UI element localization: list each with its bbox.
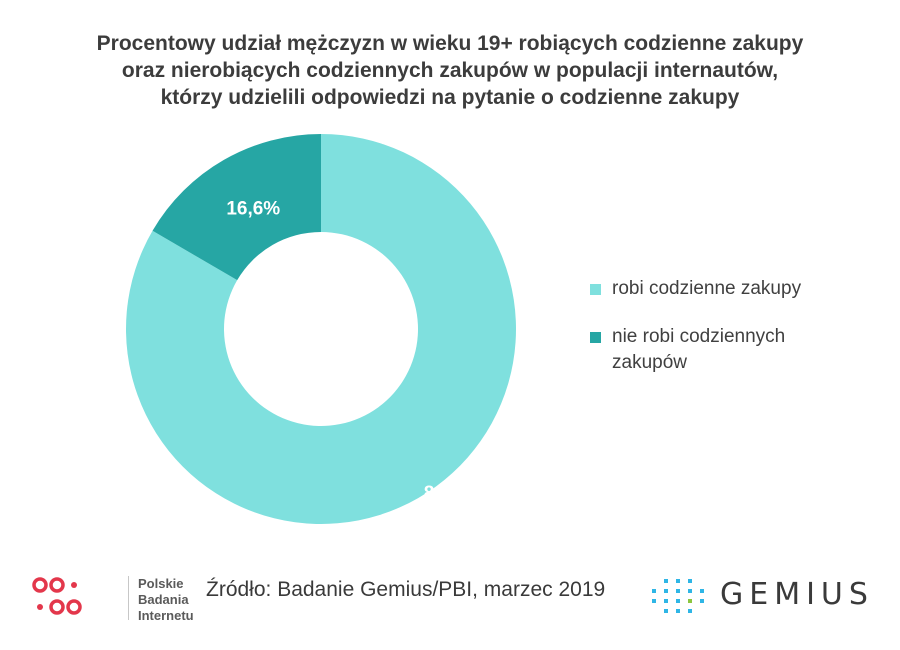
pbi-logo-line-2: Badania bbox=[138, 592, 189, 607]
chart-title: Procentowy udział mężczyzn w wieku 19+ r… bbox=[30, 30, 870, 111]
pbi-logo-line-3: Internetu bbox=[138, 608, 194, 623]
gemius-logo: GEMIUS bbox=[650, 575, 885, 615]
chart-title-line-1: Procentowy udział mężczyzn w wieku 19+ r… bbox=[96, 32, 804, 55]
legend-item-nie-robi: nie robi codziennych zakupów bbox=[590, 324, 850, 376]
gemius-logo-text: GEMIUS bbox=[720, 577, 874, 612]
source-note: Źródło: Badanie Gemius/PBI, marzec 2019 bbox=[206, 578, 606, 601]
donut-slice-nie-robi bbox=[152, 134, 321, 281]
legend-label-robi: robi codzienne zakupy bbox=[612, 278, 802, 299]
data-label-nie-robi: 16,6% bbox=[226, 198, 280, 219]
gemius-dots-icon bbox=[652, 579, 704, 613]
chart-legend: robi codzienne zakupy nie robi codzienny… bbox=[590, 276, 850, 398]
pbi-logo: Polskie Badania Internetu bbox=[30, 574, 194, 624]
pbi-logo-text: Polskie Badania Internetu bbox=[138, 576, 194, 624]
legend-item-robi: robi codzienne zakupy bbox=[590, 276, 850, 302]
pbi-dots-icon bbox=[32, 577, 82, 615]
pbi-divider bbox=[128, 576, 129, 620]
legend-swatch-nie-robi bbox=[590, 332, 601, 343]
data-label-robi: 83,4% bbox=[424, 483, 478, 504]
pbi-logo-line-1: Polskie bbox=[138, 576, 184, 591]
chart-title-line-3: którzy udzielili odpowiedzi na pytanie o… bbox=[160, 86, 740, 109]
legend-label-nie-robi: nie robi codziennych zakupów bbox=[612, 326, 786, 373]
donut-slice-robi bbox=[125, 134, 516, 524]
legend-swatch-robi bbox=[590, 284, 601, 295]
chart-title-line-2: oraz nierobiących codziennych zakupów w … bbox=[121, 59, 779, 82]
